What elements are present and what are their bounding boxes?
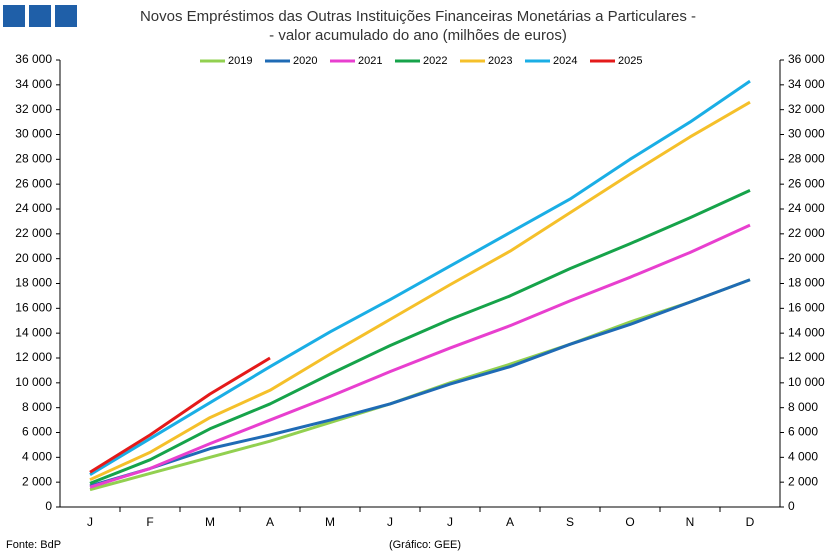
legend-label: 2023 <box>488 55 512 67</box>
y2-tick-label: 36 000 <box>788 52 825 66</box>
y2-tick-label: 34 000 <box>788 77 825 91</box>
x-tick-label: J <box>87 515 93 529</box>
y-tick-label: 34 000 <box>15 77 52 91</box>
x-tick-label: J <box>447 515 453 529</box>
y-tick-label: 12 000 <box>15 350 52 364</box>
x-tick-label: D <box>746 515 755 529</box>
series-line <box>89 100 751 482</box>
y2-tick-label: 32 000 <box>788 102 825 116</box>
series-line <box>89 278 751 492</box>
logo-block <box>3 5 25 27</box>
y-tick-label: 24 000 <box>15 201 52 215</box>
y-tick-label: 2 000 <box>22 474 52 488</box>
x-tick-label: A <box>266 515 274 529</box>
y2-tick-label: 26 000 <box>788 176 825 190</box>
y2-tick-label: 30 000 <box>788 127 825 141</box>
y-tick-label: 22 000 <box>15 226 52 240</box>
y2-tick-label: 14 000 <box>788 325 825 339</box>
y2-tick-label: 0 <box>788 499 795 513</box>
x-tick-label: A <box>506 515 514 529</box>
y2-tick-label: 6 000 <box>788 425 818 439</box>
y-tick-label: 6 000 <box>22 425 52 439</box>
y2-tick-label: 22 000 <box>788 226 825 240</box>
logo-block <box>29 5 51 27</box>
y-tick-label: 14 000 <box>15 325 52 339</box>
y-tick-label: 30 000 <box>15 127 52 141</box>
y-tick-label: 10 000 <box>15 375 52 389</box>
y2-tick-label: 16 000 <box>788 301 825 315</box>
y2-tick-label: 8 000 <box>788 400 818 414</box>
legend-label: 2024 <box>553 55 577 67</box>
chart-title: Novos Empréstimos das Outras Instituiçõe… <box>140 8 696 25</box>
series-line <box>89 223 751 489</box>
x-tick-label: F <box>146 515 153 529</box>
logo-block <box>55 5 77 27</box>
y2-tick-label: 20 000 <box>788 251 825 265</box>
chart-subtitle: - valor acumulado do ano (milhões de eur… <box>269 27 567 44</box>
x-tick-label: J <box>387 515 393 529</box>
x-tick-label: N <box>686 515 695 529</box>
y2-tick-label: 28 000 <box>788 152 825 166</box>
x-tick-label: M <box>205 515 215 529</box>
y-tick-label: 32 000 <box>15 102 52 116</box>
y-tick-label: 0 <box>45 499 52 513</box>
x-tick-label: M <box>325 515 335 529</box>
series-line <box>89 79 751 477</box>
y-tick-label: 26 000 <box>15 176 52 190</box>
y-tick-label: 36 000 <box>15 52 52 66</box>
y-tick-label: 28 000 <box>15 152 52 166</box>
legend-label: 2022 <box>423 55 447 67</box>
y2-tick-label: 24 000 <box>788 201 825 215</box>
credit: (Gráfico: GEE) <box>389 539 461 551</box>
legend-label: 2021 <box>358 55 382 67</box>
y-tick-label: 18 000 <box>15 276 52 290</box>
source: Fonte: BdP <box>6 539 61 551</box>
y2-tick-label: 12 000 <box>788 350 825 364</box>
x-tick-label: O <box>625 515 634 529</box>
x-tick-label: S <box>566 515 574 529</box>
y-tick-label: 20 000 <box>15 251 52 265</box>
series-line <box>89 356 271 474</box>
y2-tick-label: 4 000 <box>788 450 818 464</box>
y2-tick-label: 10 000 <box>788 375 825 389</box>
y2-tick-label: 2 000 <box>788 474 818 488</box>
series-line <box>89 189 751 485</box>
y2-tick-label: 18 000 <box>788 276 825 290</box>
legend-label: 2025 <box>618 55 642 67</box>
y-tick-label: 8 000 <box>22 400 52 414</box>
legend-label: 2019 <box>228 55 252 67</box>
legend-label: 2020 <box>293 55 317 67</box>
series-line <box>89 278 751 488</box>
y-tick-label: 16 000 <box>15 301 52 315</box>
y-tick-label: 4 000 <box>22 450 52 464</box>
